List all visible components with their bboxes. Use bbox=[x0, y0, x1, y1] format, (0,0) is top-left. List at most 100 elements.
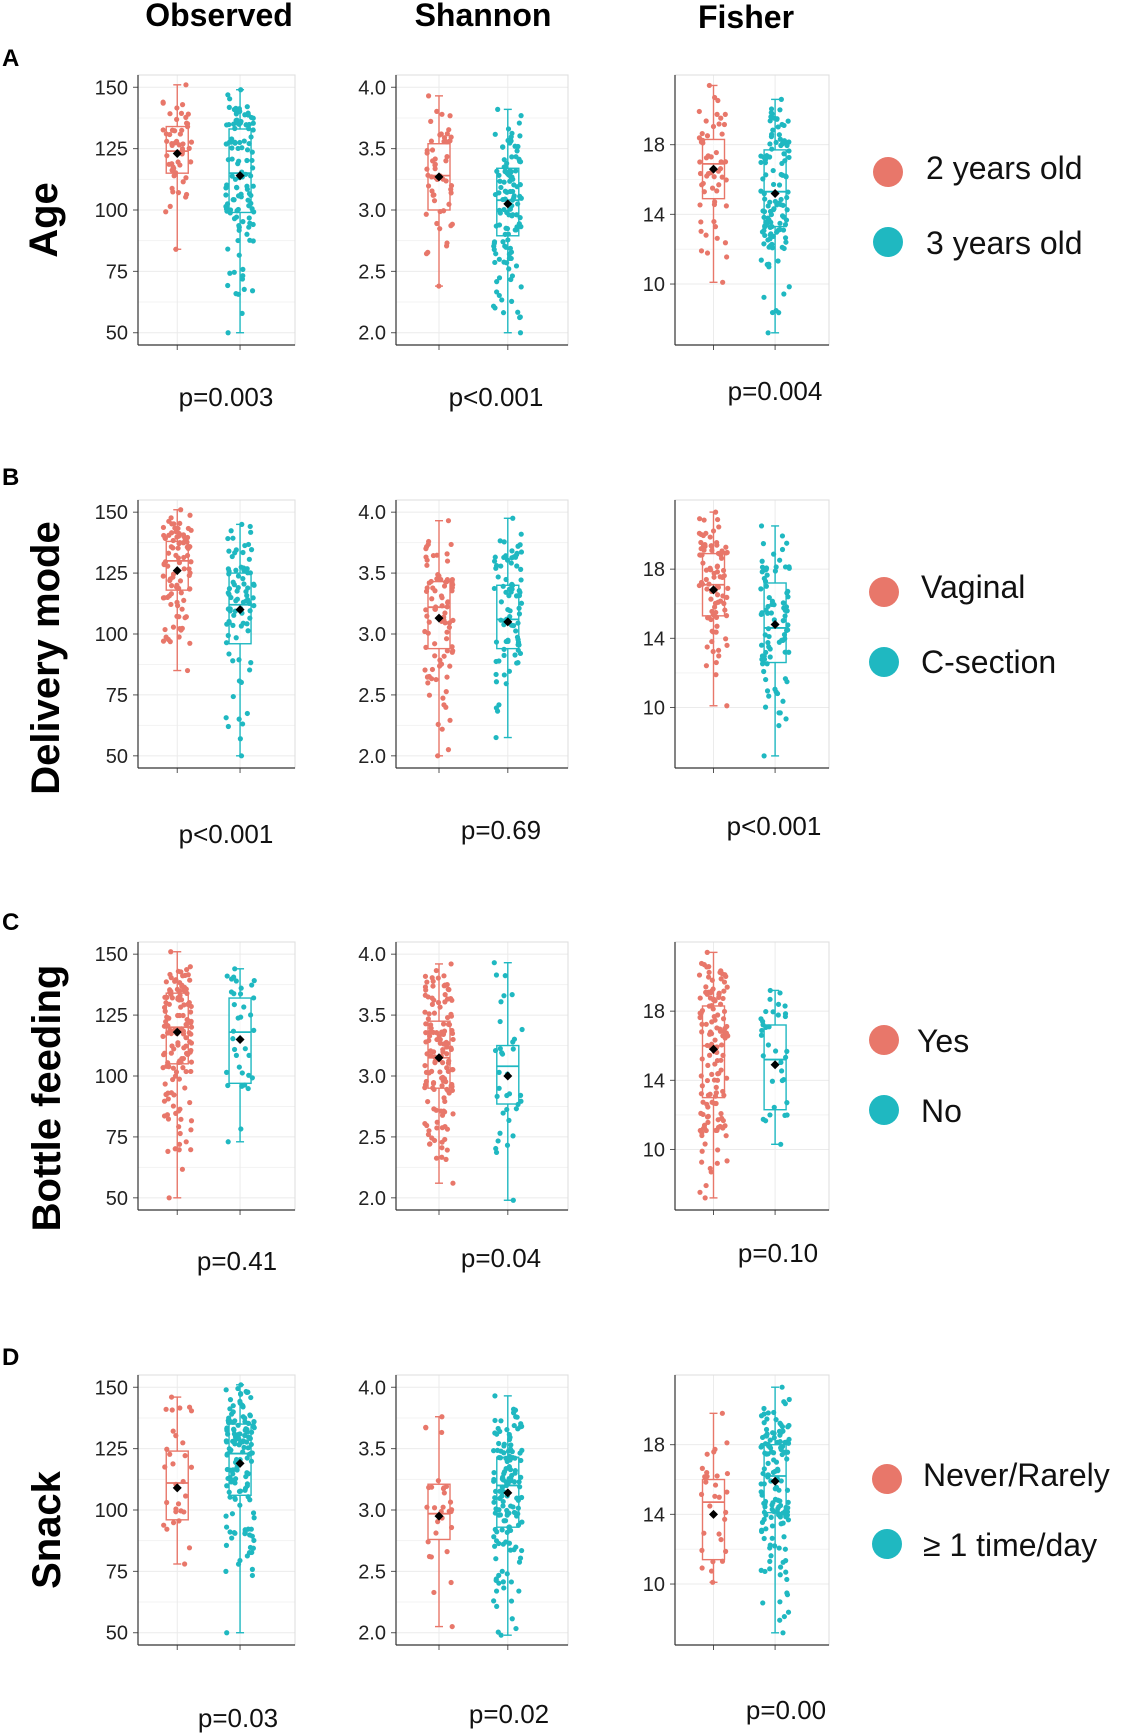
data-point bbox=[698, 228, 704, 234]
data-point bbox=[447, 113, 453, 119]
data-point bbox=[245, 1420, 252, 1426]
data-point bbox=[223, 1542, 230, 1548]
data-point bbox=[710, 1579, 716, 1585]
data-point bbox=[506, 266, 512, 272]
data-point bbox=[230, 1479, 236, 1485]
data-point bbox=[698, 219, 704, 225]
data-point bbox=[173, 246, 179, 252]
data-point bbox=[170, 537, 176, 544]
data-point bbox=[779, 533, 786, 539]
data-point bbox=[785, 622, 791, 628]
legend-age: 2 years old 3 years old bbox=[873, 150, 1083, 261]
data-point bbox=[496, 1572, 502, 1578]
data-point bbox=[778, 1429, 784, 1435]
data-point bbox=[509, 298, 515, 304]
y-tick-label: 100 bbox=[95, 624, 128, 646]
data-point bbox=[446, 620, 452, 626]
data-point bbox=[169, 142, 175, 148]
data-point bbox=[768, 131, 775, 138]
data-point bbox=[501, 259, 507, 265]
data-point bbox=[704, 1469, 710, 1476]
data-point bbox=[163, 131, 169, 137]
data-point bbox=[230, 1403, 236, 1409]
data-point bbox=[516, 605, 522, 611]
data-point bbox=[165, 1148, 171, 1154]
data-point bbox=[518, 566, 524, 572]
data-point bbox=[422, 1009, 428, 1015]
data-point bbox=[496, 658, 502, 664]
data-point bbox=[719, 1410, 725, 1416]
data-point bbox=[783, 239, 789, 245]
data-point bbox=[498, 563, 504, 569]
data-point bbox=[773, 564, 779, 570]
data-point bbox=[767, 199, 773, 205]
data-point bbox=[428, 118, 434, 124]
data-point bbox=[175, 159, 181, 165]
data-point bbox=[783, 1569, 789, 1575]
data-point bbox=[426, 1070, 432, 1076]
data-point bbox=[233, 635, 239, 641]
subplot-age-fisher: 10 14 18 bbox=[643, 74, 830, 350]
data-point bbox=[445, 1021, 452, 1027]
data-point bbox=[183, 1035, 189, 1041]
data-point bbox=[500, 583, 506, 589]
legend-label-group1: Yes bbox=[917, 1023, 969, 1059]
data-point bbox=[422, 1120, 428, 1127]
box-iqr bbox=[701, 1478, 726, 1561]
data-point bbox=[227, 1494, 233, 1500]
data-point bbox=[779, 141, 785, 147]
data-point bbox=[703, 1182, 709, 1189]
data-point bbox=[784, 194, 790, 201]
row-title-snack: Snack bbox=[25, 1470, 69, 1589]
data-point bbox=[515, 1522, 522, 1528]
data-point bbox=[245, 1434, 252, 1440]
data-point bbox=[235, 145, 241, 152]
data-point bbox=[782, 158, 788, 164]
data-point bbox=[720, 279, 726, 285]
data-point bbox=[236, 657, 242, 663]
data-point bbox=[249, 157, 255, 164]
data-point bbox=[236, 1064, 242, 1070]
y-tick-label: 4.0 bbox=[358, 1377, 386, 1399]
data-point bbox=[425, 1098, 431, 1105]
data-point bbox=[251, 1537, 257, 1544]
y-tick-label: 18 bbox=[643, 1001, 665, 1023]
box-group-1 bbox=[161, 1394, 195, 1567]
data-point bbox=[504, 1571, 510, 1577]
data-point bbox=[429, 1484, 435, 1490]
data-point bbox=[724, 1440, 730, 1446]
data-point bbox=[186, 1030, 192, 1036]
data-point bbox=[767, 1542, 773, 1548]
data-point bbox=[770, 1500, 776, 1506]
data-point bbox=[777, 107, 783, 113]
data-point bbox=[229, 1535, 235, 1541]
data-point bbox=[769, 1535, 775, 1541]
data-point bbox=[775, 124, 781, 130]
data-point bbox=[712, 1482, 719, 1488]
data-point bbox=[248, 1441, 254, 1448]
data-point bbox=[233, 291, 239, 297]
data-point bbox=[700, 1125, 707, 1131]
data-point bbox=[515, 620, 521, 626]
y-tick-label: 150 bbox=[95, 77, 128, 99]
data-point bbox=[783, 604, 790, 610]
data-point bbox=[173, 977, 179, 983]
data-point bbox=[162, 1464, 168, 1470]
data-point bbox=[701, 189, 707, 195]
data-point bbox=[178, 590, 184, 596]
data-point bbox=[518, 577, 524, 583]
data-point bbox=[775, 1468, 781, 1474]
data-point bbox=[495, 1138, 501, 1144]
mean-marker bbox=[235, 1034, 245, 1044]
data-point bbox=[780, 1630, 786, 1636]
data-point bbox=[243, 598, 249, 604]
data-point bbox=[513, 168, 519, 174]
data-point bbox=[514, 550, 520, 556]
data-point bbox=[223, 141, 229, 147]
data-point bbox=[232, 1530, 238, 1536]
data-point bbox=[715, 1147, 721, 1153]
y-tick-label: 125 bbox=[95, 563, 128, 585]
data-point bbox=[168, 583, 175, 589]
data-point bbox=[444, 1549, 450, 1555]
data-point bbox=[777, 226, 783, 233]
